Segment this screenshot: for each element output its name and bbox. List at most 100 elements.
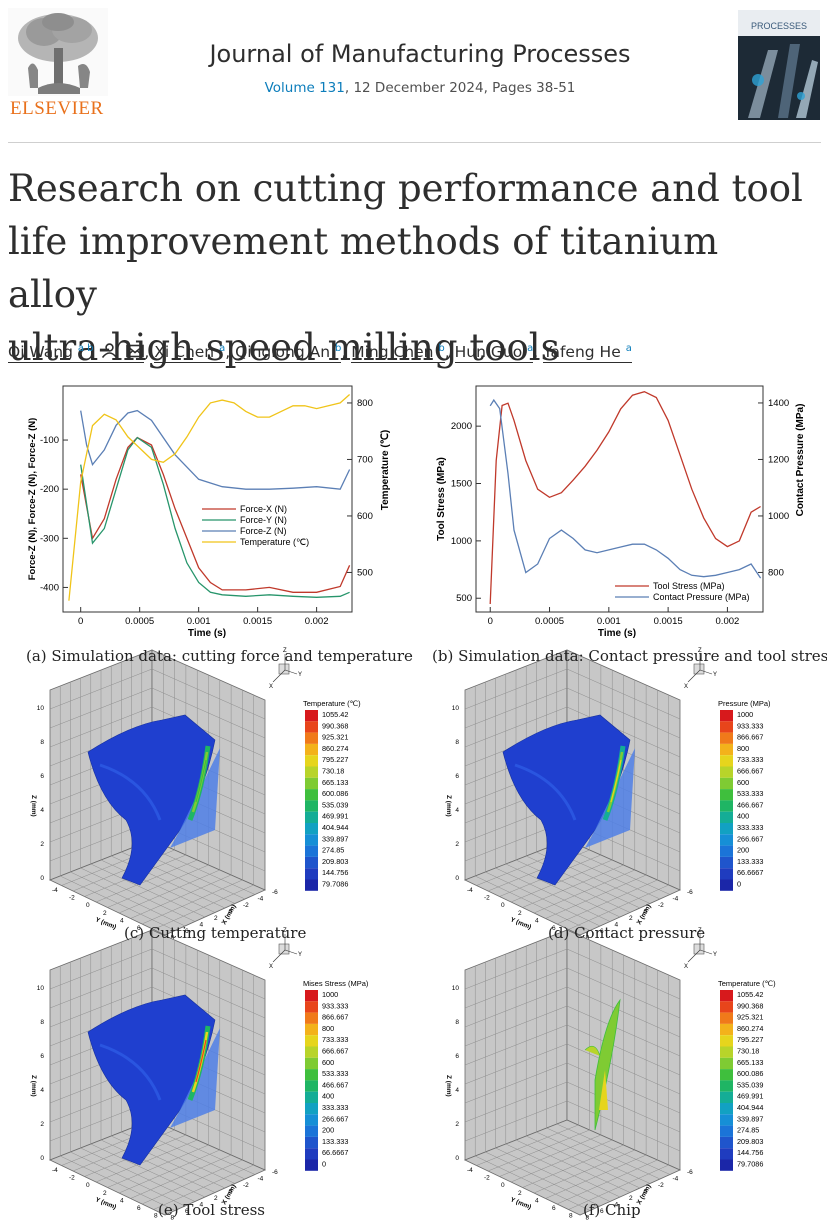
- y-tick-label: 4: [120, 1197, 124, 1204]
- colorbar-swatch: [720, 777, 733, 790]
- colorbar-swatch: [305, 1023, 318, 1036]
- y-tick-label: 4: [535, 1197, 539, 1204]
- grid-line: [568, 1164, 669, 1210]
- author-name: Yafeng He: [543, 343, 621, 361]
- colorbar-level: 666.667: [322, 1047, 348, 1056]
- article-title: Research on cutting performance and tool…: [8, 162, 818, 374]
- colorbar-level: 144.756: [737, 1148, 763, 1157]
- y-tick-label: 2: [518, 1190, 522, 1197]
- z-tick-label: 0: [455, 1155, 459, 1162]
- journal-info: Journal of Manufacturing Processes Volum…: [140, 40, 700, 96]
- colorbar-level: 860.274: [322, 744, 348, 753]
- z-tick-label: 8: [455, 739, 459, 746]
- z-tick-label: 8: [455, 1019, 459, 1026]
- y-axis-label: Y (mm): [94, 1196, 117, 1211]
- grid-line: [566, 1100, 681, 1152]
- grid-line: [464, 1081, 568, 1123]
- colorbar-level: 79.7086: [737, 1160, 763, 1169]
- colorbar-swatch: [305, 879, 318, 891]
- x-tick-label: 2: [214, 915, 218, 922]
- volume-link[interactable]: Volume 131: [264, 80, 345, 96]
- colorbar-level: 533.333: [737, 789, 763, 798]
- triad-axis: [699, 669, 713, 675]
- author-link[interactable]: Qi Wang a b: [8, 343, 145, 363]
- colorbar-title: Pressure (MPa): [718, 699, 771, 708]
- author-link[interactable]: Yafeng He a: [543, 343, 632, 363]
- contour-panel-chip: 0 2 4 6 8 10 Z (mm) -4 -2 0 2 4 6 8 Y (mm) -6 -4 -2 0 2 4 6 8 X…: [445, 928, 776, 1220]
- z-tick-label: 6: [455, 1053, 459, 1060]
- colorbar-swatch: [305, 990, 318, 1002]
- z-axis-label: Z (mm): [445, 795, 452, 817]
- x-tick-label: 8: [586, 1215, 590, 1220]
- x-tick-label: -2: [243, 902, 249, 909]
- colorbar-level: 730.18: [322, 767, 344, 776]
- author-link[interactable]: Ming Chen b: [351, 343, 445, 363]
- colorbar-swatch: [305, 1035, 318, 1047]
- figure-caption-c: (c) Cutting temperature: [124, 924, 307, 942]
- colorbar-level: 466.667: [737, 800, 763, 809]
- tool-flank: [170, 1028, 220, 1128]
- colorbar-level: 600: [322, 1058, 334, 1067]
- series-line-2: [80, 409, 351, 490]
- colorbar-swatch: [720, 1069, 733, 1081]
- legend-label: Tool Stress (MPa): [653, 581, 725, 591]
- journal-title[interactable]: Journal of Manufacturing Processes: [209, 40, 631, 68]
- figure-caption-d: (d) Contact pressure: [548, 924, 706, 942]
- colorbar-level: 133.333: [322, 1137, 348, 1146]
- colorbar-swatch: [720, 1057, 733, 1070]
- y-axis-label: Force-Z (N), Force-Z (N), Force-Z (N): [27, 418, 38, 581]
- colorbar-swatch: [720, 1091, 733, 1103]
- tool-flute: [99, 1043, 162, 1101]
- colorbar-level: 665.133: [737, 1058, 763, 1067]
- z-tick-label: 4: [40, 1087, 44, 1094]
- author-link[interactable]: Xi Chen a: [154, 343, 226, 363]
- chart-force-temperature: 0 0.0005 0.001 0.0015 0.002 -400 -300 -200 -100 5…: [27, 385, 391, 639]
- x-tick-label: -4: [258, 1176, 264, 1183]
- y2-tick-label: 1400: [768, 398, 789, 409]
- journal-cover-thumbnail[interactable]: PROCESSES: [738, 10, 820, 120]
- colorbar-swatch: [720, 755, 733, 767]
- legend-label: Force-Z (N): [240, 526, 287, 536]
- colorbar-level: 266.667: [737, 834, 763, 843]
- tool-flank: [170, 748, 220, 848]
- colorbar-level: 333.333: [322, 1103, 348, 1112]
- y-tick-label: 6: [552, 1205, 556, 1212]
- grid-line: [545, 1154, 647, 1199]
- colorbar-swatch: [720, 1103, 733, 1115]
- grid-line: [546, 1127, 661, 1180]
- author-link[interactable]: Hun Guo a: [454, 343, 534, 363]
- y2-tick-label: 1200: [768, 454, 789, 465]
- y-tick-label: 4: [120, 917, 124, 924]
- triad-label: X: [269, 684, 273, 690]
- triad-axis: [272, 949, 286, 963]
- colorbar-level: 933.333: [737, 721, 763, 730]
- z-axis-label: Z (mm): [445, 1075, 452, 1097]
- x-tick-label: 0.001: [187, 616, 211, 627]
- colorbar-level: 0: [322, 1160, 326, 1169]
- colorbar-level: 274.85: [737, 1126, 759, 1135]
- colorbar-level: 0: [737, 880, 741, 889]
- series-line-3: [68, 394, 351, 601]
- colorbar-level: 469.991: [322, 812, 348, 821]
- tool-flute: [514, 763, 577, 821]
- z-tick-label: 10: [37, 705, 45, 712]
- grid-line: [464, 1100, 568, 1142]
- colorbar-level: 535.039: [322, 800, 348, 809]
- author-link[interactable]: Qinglong An b: [235, 343, 342, 363]
- z-tick-label: 4: [455, 1087, 459, 1094]
- colorbar-swatch: [305, 1080, 318, 1092]
- grid-line: [141, 1159, 243, 1205]
- colorbar-level: 665.133: [322, 778, 348, 787]
- colorbar-level: 400: [322, 1092, 334, 1101]
- y2-tick-label: 600: [357, 511, 373, 522]
- x-tick-label: -6: [687, 1169, 693, 1176]
- colorbar-swatch: [305, 743, 318, 756]
- elsevier-tree-logo[interactable]: [8, 8, 108, 124]
- grid-line: [556, 879, 658, 925]
- plot-frame: [62, 385, 353, 613]
- triad-axis: [687, 949, 701, 963]
- author-list: Qi Wang a b , Xi Chen a, Qinglong An b, …: [8, 343, 632, 363]
- colorbar-level: 133.333: [737, 857, 763, 866]
- colorbar-swatch: [720, 721, 733, 733]
- grid-line: [533, 1149, 635, 1194]
